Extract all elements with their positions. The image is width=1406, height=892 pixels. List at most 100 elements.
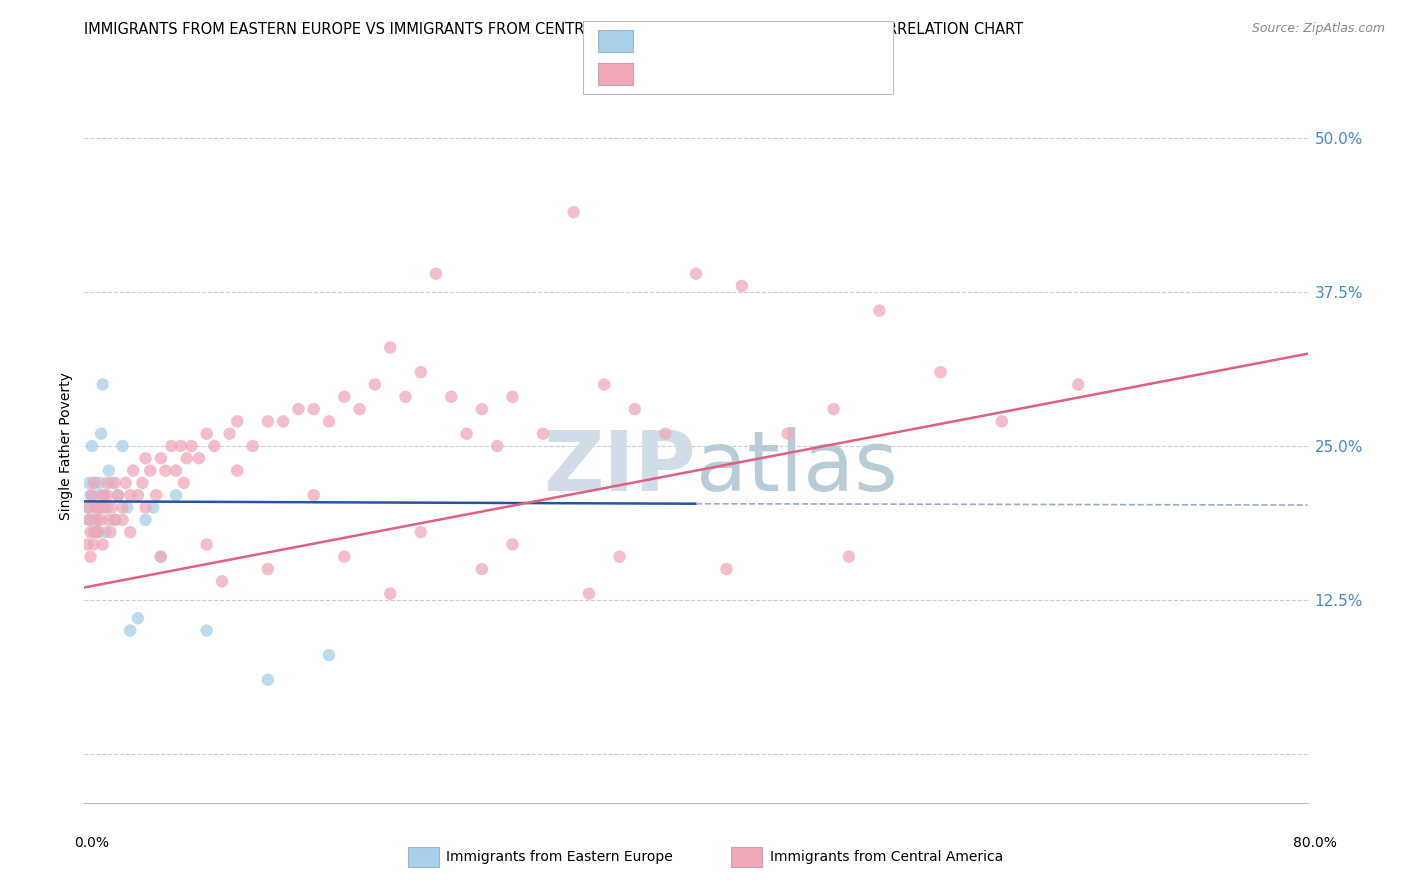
Point: [120, 624, 142, 638]
Point: [89, 500, 111, 515]
Point: [380, 587, 402, 601]
Point: [425, 267, 447, 281]
Point: [79, 525, 101, 540]
Point: [135, 451, 157, 466]
Point: [685, 267, 707, 281]
Text: 0.0%: 0.0%: [75, 836, 108, 850]
Point: [176, 451, 198, 466]
Point: [83, 475, 105, 490]
Text: Immigrants from Eastern Europe: Immigrants from Eastern Europe: [446, 850, 672, 864]
Point: [104, 513, 127, 527]
Point: [98, 525, 121, 540]
Point: [502, 390, 524, 404]
Point: [79, 488, 101, 502]
Point: [364, 377, 387, 392]
Point: [409, 365, 432, 379]
Y-axis label: Single Father Poverty: Single Father Poverty: [59, 372, 73, 520]
Point: [107, 488, 129, 502]
Point: [131, 475, 153, 490]
Point: [84, 475, 107, 490]
Point: [86, 513, 108, 527]
Point: [776, 426, 799, 441]
Point: [111, 500, 134, 515]
Point: [218, 426, 240, 441]
Point: [562, 205, 585, 219]
Point: [86, 513, 108, 527]
Point: [120, 488, 142, 502]
Text: 34: 34: [823, 34, 841, 48]
Point: [287, 402, 309, 417]
Point: [91, 377, 114, 392]
Point: [333, 549, 356, 564]
Point: [93, 500, 115, 515]
Point: [170, 439, 193, 453]
Point: [188, 451, 211, 466]
Point: [318, 648, 340, 662]
Point: [180, 439, 202, 453]
Point: [91, 537, 114, 551]
Point: [271, 414, 294, 428]
Point: [86, 500, 108, 515]
Point: [142, 500, 165, 515]
Text: R =: R =: [643, 67, 679, 81]
Point: [823, 402, 845, 417]
Point: [929, 365, 952, 379]
Point: [1067, 377, 1090, 392]
Point: [654, 426, 676, 441]
Point: [83, 525, 105, 540]
Point: [380, 341, 402, 355]
Point: [155, 464, 177, 478]
Point: [409, 525, 432, 540]
Text: Immigrants from Central America: Immigrants from Central America: [770, 850, 1004, 864]
Point: [135, 513, 157, 527]
Point: [89, 475, 111, 490]
Point: [115, 500, 138, 515]
Point: [578, 587, 600, 601]
Point: [111, 513, 134, 527]
Text: -0.002: -0.002: [690, 34, 745, 48]
Text: atlas: atlas: [696, 427, 897, 508]
Point: [139, 464, 162, 478]
Point: [195, 624, 218, 638]
Point: [471, 562, 494, 576]
Point: [80, 439, 103, 453]
Point: [77, 513, 100, 527]
Point: [333, 390, 356, 404]
Point: [120, 525, 142, 540]
Point: [257, 414, 280, 428]
Point: [257, 673, 280, 687]
Point: [127, 611, 149, 625]
Point: [211, 574, 233, 589]
Point: [90, 426, 112, 441]
Point: [838, 549, 860, 564]
Point: [394, 390, 416, 404]
Point: [77, 475, 100, 490]
Point: [226, 464, 249, 478]
Point: [302, 488, 325, 502]
Text: Source: ZipAtlas.com: Source: ZipAtlas.com: [1251, 22, 1385, 36]
Point: [101, 475, 124, 490]
Point: [165, 464, 187, 478]
Point: [609, 549, 631, 564]
Text: IMMIGRANTS FROM EASTERN EUROPE VS IMMIGRANTS FROM CENTRAL AMERICA SINGLE FATHER : IMMIGRANTS FROM EASTERN EUROPE VS IMMIGR…: [84, 22, 1024, 37]
Point: [149, 549, 172, 564]
Point: [104, 475, 127, 490]
Point: [486, 439, 509, 453]
Point: [593, 377, 616, 392]
Point: [302, 402, 325, 417]
Point: [87, 525, 110, 540]
Point: [145, 488, 167, 502]
Point: [107, 488, 129, 502]
Text: 0.455: 0.455: [690, 67, 745, 81]
Point: [94, 525, 117, 540]
Point: [731, 279, 754, 293]
Point: [471, 402, 494, 417]
Point: [257, 562, 280, 576]
Point: [349, 402, 371, 417]
Point: [97, 464, 120, 478]
Point: [531, 426, 554, 441]
Point: [624, 402, 647, 417]
Point: [440, 390, 463, 404]
Text: ZIP: ZIP: [544, 427, 696, 508]
Point: [80, 488, 103, 502]
